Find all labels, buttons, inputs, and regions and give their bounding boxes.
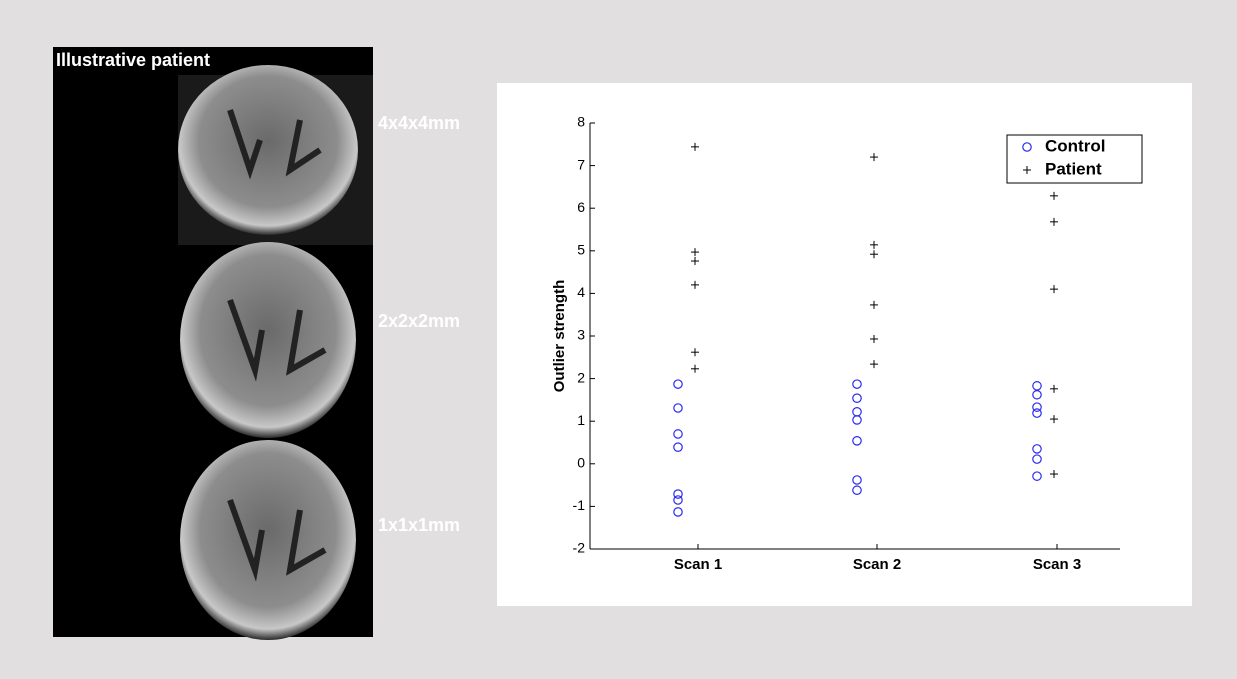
y-tick-label: 2	[577, 369, 585, 385]
resolution-label: 1x1x1mm	[378, 515, 460, 535]
legend-label: Patient	[1045, 159, 1102, 178]
page: {"image_panel": {"title": "Illustrative …	[0, 0, 1237, 679]
figure: Illustrative patient 4x4x4mm 2x2x2mm 1x1…	[0, 0, 1237, 679]
y-tick-label: -1	[573, 497, 586, 513]
x-tick-label: Scan 3	[1033, 556, 1081, 573]
y-axis-label: Outlier strength	[551, 280, 568, 393]
y-tick-label: 7	[577, 156, 585, 172]
legend-label: Control	[1045, 136, 1105, 155]
panel-title: Illustrative patient	[56, 50, 210, 70]
mri-image	[180, 242, 356, 438]
y-tick-label: 5	[577, 242, 585, 258]
x-tick-label: Scan 1	[674, 556, 722, 573]
resolution-label: 2x2x2mm	[378, 311, 460, 331]
y-tick-label: 1	[577, 412, 585, 428]
y-tick-label: 8	[577, 114, 585, 130]
y-tick-label: -2	[573, 540, 586, 556]
x-tick-label: Scan 2	[853, 556, 901, 573]
resolution-label: 4x4x4mm	[378, 113, 460, 133]
mri-image	[180, 440, 356, 640]
y-tick-label: 6	[577, 199, 585, 215]
y-tick-label: 4	[577, 284, 585, 300]
mri-image	[178, 65, 373, 245]
y-tick-label: 0	[577, 455, 585, 471]
y-tick-label: 3	[577, 327, 585, 343]
